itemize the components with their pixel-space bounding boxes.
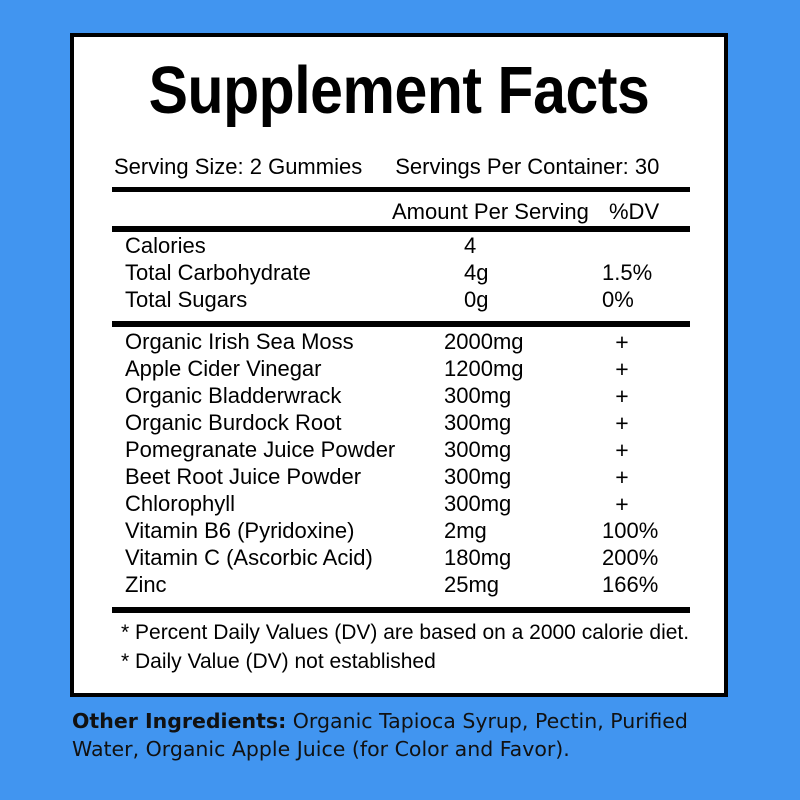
column-header-amount-per-serving: Amount Per Serving: [392, 199, 589, 224]
row-label: Vitamin C (Ascorbic Acid): [125, 545, 373, 570]
table-row: Beet Root Juice Powder 300mg +: [112, 464, 690, 491]
row-dv: 166%: [602, 572, 659, 597]
row-dv: 100%: [602, 518, 659, 543]
footnotes: * Percent Daily Values (DV) are based on…: [112, 621, 698, 679]
row-label: Beet Root Juice Powder: [125, 464, 362, 489]
column-header-percent-dv: %DV: [609, 199, 660, 224]
row-dv: +: [615, 464, 629, 490]
row-label: Total Sugars: [125, 287, 248, 312]
row-dv: +: [615, 491, 629, 517]
divider-under-macros: [112, 321, 690, 327]
row-dv: +: [615, 329, 629, 355]
row-dv: 1.5%: [602, 260, 653, 285]
table-row: Chlorophyll 300mg +: [112, 491, 690, 518]
row-label: Vitamin B6 (Pyridoxine): [125, 518, 355, 543]
table-row: Organic Burdock Root 300mg +: [112, 410, 690, 437]
row-dv: 0%: [602, 287, 634, 312]
footnote-dv-not-established: * Daily Value (DV) not established: [121, 650, 436, 673]
row-amount: 1200mg: [444, 356, 524, 381]
row-label: Organic Burdock Root: [125, 410, 342, 435]
row-amount: 25mg: [444, 572, 500, 597]
row-dv: +: [615, 410, 629, 436]
row-amount: 2mg: [444, 518, 487, 543]
row-label: Organic Irish Sea Moss: [125, 329, 354, 354]
table-row: Total Sugars 0g 0%: [112, 287, 690, 314]
row-label: Organic Bladderwrack: [125, 383, 342, 408]
servings-per-container-text: Servings Per Container: 30: [395, 154, 660, 179]
row-amount: 2000mg: [444, 329, 524, 354]
table-row: Organic Bladderwrack 300mg +: [112, 383, 690, 410]
row-amount: 300mg: [444, 383, 512, 408]
table-row: Vitamin C (Ascorbic Acid) 180mg 200%: [112, 545, 690, 572]
table-row: Vitamin B6 (Pyridoxine) 2mg 100%: [112, 518, 690, 545]
divider-under-column-header: [112, 226, 690, 232]
table-row: Total Carbohydrate 4g 1.5%: [112, 260, 690, 287]
row-dv: +: [615, 437, 629, 463]
supplement-facts-panel: Supplement Facts Serving Size: 2 Gummies…: [70, 33, 728, 697]
row-label: Total Carbohydrate: [125, 260, 311, 285]
row-amount: 300mg: [444, 464, 512, 489]
row-label: Chlorophyll: [125, 491, 236, 516]
row-amount: 300mg: [444, 410, 512, 435]
row-amount: 180mg: [444, 545, 512, 570]
row-label: Zinc: [125, 572, 167, 597]
page-title: Supplement Facts: [148, 53, 650, 128]
table-row: Apple Cider Vinegar 1200mg +: [112, 356, 690, 383]
row-amount: 300mg: [444, 437, 512, 462]
macronutrient-table: Calories 4 Total Carbohydrate 4g 1.5% To…: [112, 233, 690, 314]
column-header-row: Amount Per Serving %DV: [112, 199, 690, 225]
table-row: Pomegranate Juice Powder 300mg +: [112, 437, 690, 464]
row-amount: 4g: [464, 260, 489, 285]
other-ingredients-label: Other Ingredients:: [72, 709, 287, 733]
other-ingredients-block: Other Ingredients: Organic Tapioca Syrup…: [72, 707, 744, 763]
divider-above-footnotes: [112, 607, 690, 613]
row-label: Apple Cider Vinegar: [125, 356, 322, 381]
serving-size-text: Serving Size: 2 Gummies: [114, 154, 363, 179]
row-amount: 4: [464, 233, 477, 258]
row-label: Pomegranate Juice Powder: [125, 437, 396, 462]
row-dv: +: [615, 383, 629, 409]
table-row: Zinc 25mg 166%: [112, 572, 690, 599]
ingredient-table: Organic Irish Sea Moss 2000mg + Apple Ci…: [112, 329, 690, 599]
table-row: Organic Irish Sea Moss 2000mg +: [112, 329, 690, 356]
row-label: Calories: [125, 233, 206, 258]
row-amount: 0g: [464, 287, 489, 312]
row-amount: 300mg: [444, 491, 512, 516]
row-dv: 200%: [602, 545, 659, 570]
table-row: Calories 4: [112, 233, 690, 260]
row-dv: +: [615, 356, 629, 382]
other-ingredients-text: Organic Tapioca Syrup, Pectin, Purified …: [72, 709, 688, 761]
serving-info-row: Serving Size: 2 Gummies Servings Per Con…: [114, 154, 690, 180]
footnote-percent-daily-values: * Percent Daily Values (DV) are based on…: [121, 621, 690, 644]
divider-under-serving: [112, 187, 690, 192]
